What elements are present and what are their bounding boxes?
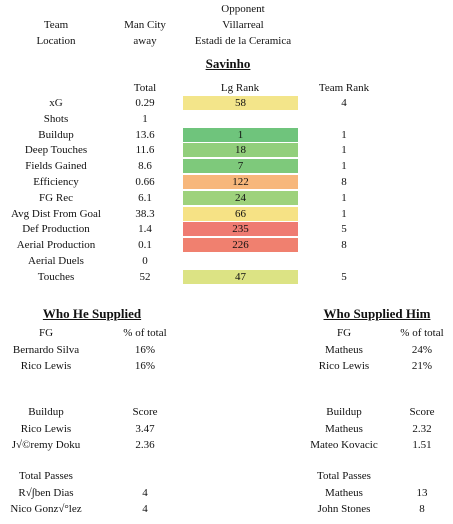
list-item: J√©remy Doku [11, 439, 81, 451]
list-item-value: 3.47 [135, 423, 155, 435]
supplied-him-pct-header: % of total [400, 327, 444, 339]
list-item-value: 13 [416, 487, 428, 499]
list-item: Rico Lewis [20, 423, 72, 435]
stat-team-rank: 8 [341, 176, 347, 188]
stat-total: 52 [139, 271, 151, 283]
stat-label: Deep Touches [24, 144, 88, 156]
stat-label: Fields Gained [25, 160, 87, 172]
supplied-passes-header: Total Passes [19, 470, 73, 482]
lg-rank-cell: 226 [183, 238, 298, 252]
list-item: Mateo Kovacic [310, 439, 378, 451]
supplied-buildup-header: Buildup [28, 406, 64, 418]
supplied-him-score-header: Score [409, 406, 435, 418]
list-item-value: 8 [419, 503, 425, 515]
stat-label: Def Production [22, 223, 90, 235]
team-header: Team [43, 19, 69, 31]
stat-total: 0 [142, 255, 148, 267]
lg-rank-cell: 66 [183, 207, 298, 221]
list-item: R√∫ben Dias [18, 487, 74, 499]
stat-label: FG Rec [39, 192, 73, 204]
list-item-value: 2.32 [412, 423, 432, 435]
stat-total: 6.1 [138, 192, 152, 204]
stat-team-rank: 1 [341, 144, 347, 156]
lg-rank-cell: 24 [183, 191, 298, 205]
stat-label: Touches [37, 271, 75, 283]
lg-rank-header: Lg Rank [220, 82, 260, 94]
list-item: Rico Lewis [318, 360, 370, 372]
team-value: Man City [124, 19, 166, 31]
list-item-value: 2.36 [135, 439, 155, 451]
list-item: Nico Gonz√°lez [10, 503, 82, 515]
stat-label: Buildup [38, 129, 74, 141]
supplied-fg-header: FG [38, 327, 54, 339]
lg-rank-cell: 58 [183, 96, 298, 110]
stat-label: xG [49, 97, 63, 109]
stat-total: 0.29 [135, 97, 155, 109]
location-value: away [133, 35, 157, 47]
stat-total: 0.1 [138, 239, 152, 251]
location-label: Location [36, 35, 76, 47]
stat-team-rank: 1 [341, 208, 347, 220]
total-header: Total [133, 82, 157, 94]
lg-rank-cell: 7 [183, 159, 298, 173]
stat-total: 13.6 [135, 129, 155, 141]
stat-team-rank: 1 [341, 160, 347, 172]
stat-total: 1.4 [138, 223, 152, 235]
stat-total: 8.6 [138, 160, 152, 172]
opponent-header: Opponent [221, 3, 265, 15]
stat-team-rank: 1 [341, 129, 347, 141]
venue-value: Estadi de la Ceramica [194, 35, 292, 47]
stat-label: Aerial Duels [28, 255, 84, 267]
stat-team-rank: 1 [341, 192, 347, 204]
stat-label: Avg Dist From Goal [11, 208, 101, 220]
list-item-value: 1.51 [412, 439, 432, 451]
stat-total: 11.6 [135, 144, 155, 156]
lg-rank-cell: 1 [183, 128, 298, 142]
list-item-value: 4 [142, 487, 148, 499]
stat-label: Aerial Production [16, 239, 96, 251]
stat-total: 1 [142, 113, 148, 125]
lg-rank-cell: 122 [183, 175, 298, 189]
supplied-him-passes-header: Total Passes [317, 470, 371, 482]
list-item: John Stones [317, 503, 371, 515]
list-item-value: 16% [134, 344, 156, 356]
stat-team-rank: 5 [341, 223, 347, 235]
stat-total: 38.3 [135, 208, 155, 220]
list-item-value: 4 [142, 503, 148, 515]
opponent-value: Villarreal [222, 19, 264, 31]
supplied-him-buildup-header: Buildup [326, 406, 362, 418]
lg-rank-cell: 47 [183, 270, 298, 284]
stat-label: Efficiency [33, 176, 79, 188]
list-item-value: 21% [411, 360, 433, 372]
supplied-score-header: Score [132, 406, 158, 418]
team-rank-header: Team Rank [318, 82, 370, 94]
stat-team-rank: 5 [341, 271, 347, 283]
list-item: Matheus [325, 487, 363, 499]
stat-label: Shots [43, 113, 69, 125]
list-item: Bernardo Silva [12, 344, 80, 356]
list-item: Matheus [325, 423, 363, 435]
supplied-pct-header: % of total [123, 327, 167, 339]
lg-rank-cell: 18 [183, 143, 298, 157]
list-item-value: 24% [411, 344, 433, 356]
stat-team-rank: 4 [341, 97, 347, 109]
stat-total: 0.66 [135, 176, 155, 188]
list-item: Matheus [325, 344, 363, 356]
supplied-him-title: Who Supplied Him [323, 306, 431, 321]
supplied-title: Who He Supplied [42, 306, 142, 321]
supplied-him-fg-header: FG [336, 327, 352, 339]
stat-team-rank: 8 [341, 239, 347, 251]
player-name: Savinho [205, 56, 251, 71]
list-item: Rico Lewis [20, 360, 72, 372]
lg-rank-cell: 235 [183, 222, 298, 236]
list-item-value: 16% [134, 360, 156, 372]
